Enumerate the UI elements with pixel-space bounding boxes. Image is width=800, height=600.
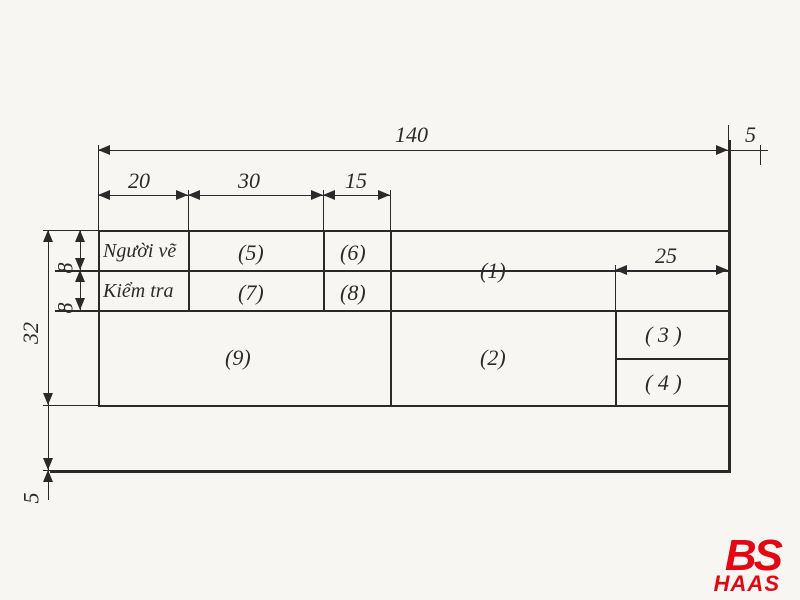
- dim20-al: [98, 190, 110, 200]
- dim30-al: [188, 190, 200, 200]
- drawing-canvas: 140 5 20 30 15 25 8 8 32 5 Người vẽ Kiểm…: [0, 0, 800, 600]
- dim25-al: [615, 265, 627, 275]
- ext-tl: [98, 145, 99, 230]
- dim25-label: 25: [655, 243, 677, 269]
- ext-c3: [390, 190, 391, 230]
- dim5b-ad: [43, 458, 53, 470]
- ext-c2: [323, 190, 324, 230]
- dim32-au: [43, 230, 53, 242]
- ext-tr: [728, 125, 729, 230]
- cell-3: ( 3 ): [645, 322, 682, 348]
- tb-v1: [188, 230, 190, 310]
- tb-rightcol: [615, 310, 617, 405]
- dim32-ad: [43, 393, 53, 405]
- tb-v3: [390, 230, 392, 405]
- ext-25: [615, 265, 616, 310]
- dim20-label: 20: [128, 168, 150, 194]
- tb-bottom: [98, 405, 728, 407]
- cell-nguoive: Người vẽ: [103, 240, 176, 263]
- dim15-al: [323, 190, 335, 200]
- frame-bottom: [50, 470, 731, 473]
- dim30-ar: [311, 190, 323, 200]
- dim25-ar: [716, 265, 728, 275]
- cell-5: (5): [238, 240, 264, 266]
- logo-top-text: BS: [714, 538, 780, 573]
- cell-1: (1): [480, 258, 506, 284]
- dim30-label: 30: [238, 168, 260, 194]
- ext-32b: [43, 405, 98, 406]
- dim140-label: 140: [395, 122, 428, 148]
- dim8a-label: 8: [53, 263, 79, 274]
- logo: BS HAAS: [714, 538, 780, 595]
- tb-left: [98, 230, 100, 405]
- cell-7: (7): [238, 280, 264, 306]
- dim32-line: [48, 230, 49, 405]
- dim20-ar: [176, 190, 188, 200]
- dim8b-label: 8: [53, 303, 79, 314]
- dim8a-au: [75, 230, 85, 242]
- ext-5b: [43, 470, 73, 471]
- tb-top: [98, 230, 728, 232]
- ext-c1: [188, 190, 189, 230]
- cell-8: (8): [340, 280, 366, 306]
- ext-32t: [43, 230, 98, 231]
- dimcols-line: [98, 195, 390, 196]
- cell-4: ( 4 ): [645, 370, 682, 396]
- dim5b-label: 5: [19, 493, 45, 504]
- cell-6: (6): [340, 240, 366, 266]
- cell-9: (9): [225, 345, 251, 371]
- tb-right-mid: [615, 358, 728, 360]
- dim15-label: 15: [345, 168, 367, 194]
- cell-kiemtra: Kiểm tra: [103, 280, 174, 303]
- dim15-ar: [378, 190, 390, 200]
- cell-2: (2): [480, 345, 506, 371]
- dim5b-au: [43, 470, 53, 482]
- tb-v2: [323, 230, 325, 310]
- dim25-line: [615, 270, 728, 271]
- dim140-line: [98, 150, 728, 151]
- logo-bottom-text: HAAS: [714, 573, 780, 595]
- dim140-al: [98, 145, 110, 155]
- tb-right: [728, 230, 730, 405]
- dim140-ar: [716, 145, 728, 155]
- dim5b-line: [48, 405, 49, 500]
- ext-5r: [760, 145, 761, 165]
- dim5r-label: 5: [745, 122, 756, 148]
- dim32-label: 32: [18, 322, 44, 344]
- dim5r-line: [728, 150, 768, 151]
